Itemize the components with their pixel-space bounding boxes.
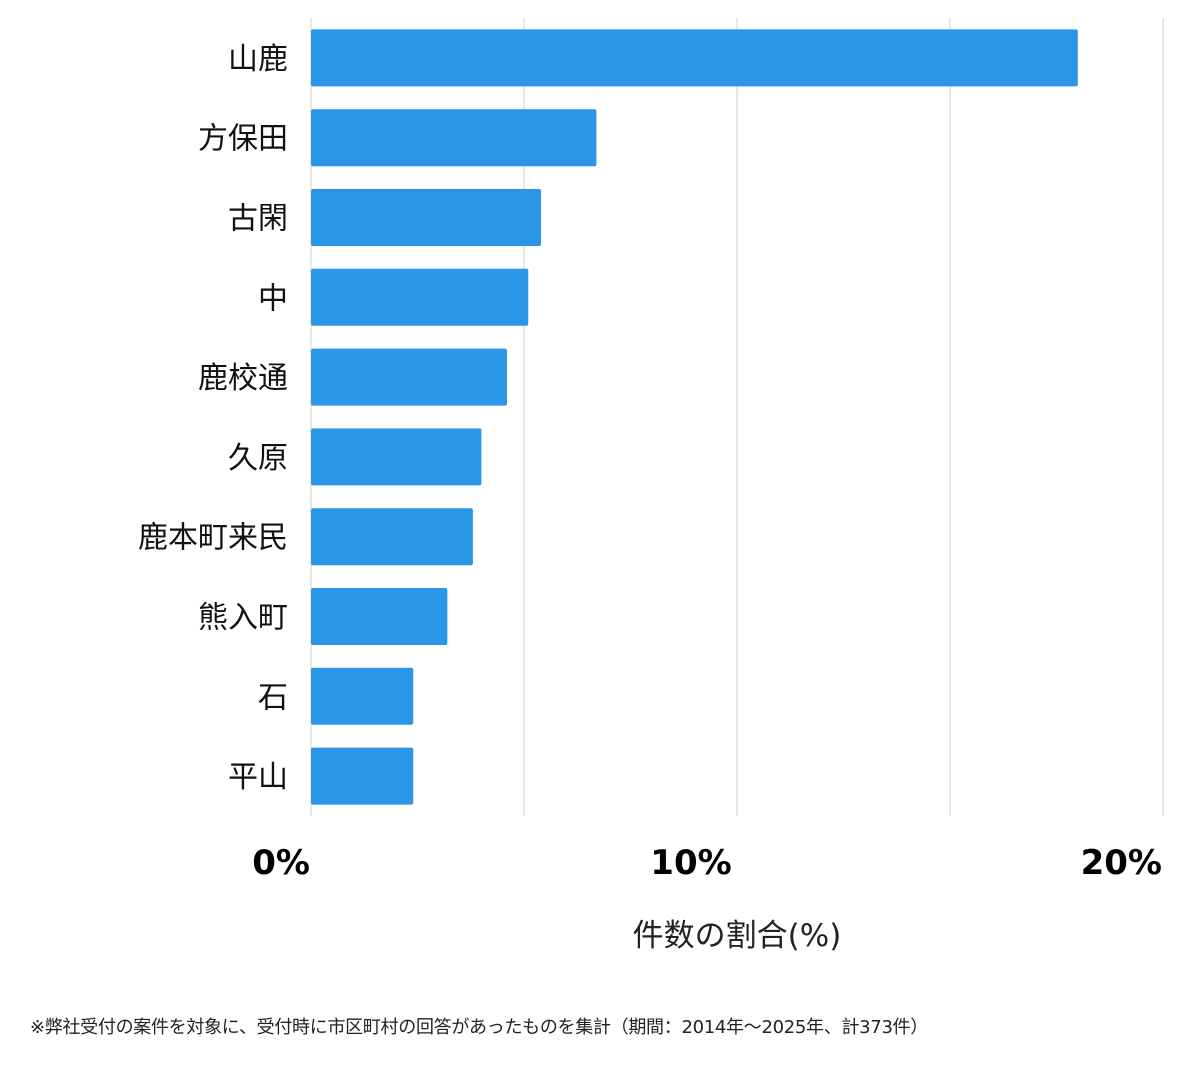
bar [311,508,473,566]
bar [311,109,597,167]
category-label: 中 [258,281,288,316]
x-tick-label: 0% [252,843,310,883]
category-label: 鹿校通 [198,361,288,396]
bar [311,428,482,486]
category-label: 方保田 [198,122,288,157]
category-label: 鹿本町来民 [138,521,288,556]
bar [311,747,414,805]
category-label: 平山 [228,760,288,795]
category-label: 古閑 [228,202,288,237]
x-axis-title: 件数の割合(%) [633,918,842,954]
x-tick-labels: 0% 10% 20% [252,843,1162,883]
x-tick-label: 10% [650,843,731,883]
bar [311,348,507,406]
category-label: 熊入町 [198,601,288,636]
bars [311,29,1078,805]
footnote: ※弊社受付の案件を対象に、受付時に市区町村の回答があったものを集計（期間：201… [30,1017,929,1038]
category-label: 山鹿 [228,42,288,77]
bar [311,588,448,645]
bar [311,189,542,246]
bar [311,667,414,725]
category-label: 久原 [228,441,288,476]
bar [311,29,1078,87]
category-label: 石 [258,680,288,715]
x-tick-label: 20% [1081,843,1162,883]
bar [311,268,529,326]
